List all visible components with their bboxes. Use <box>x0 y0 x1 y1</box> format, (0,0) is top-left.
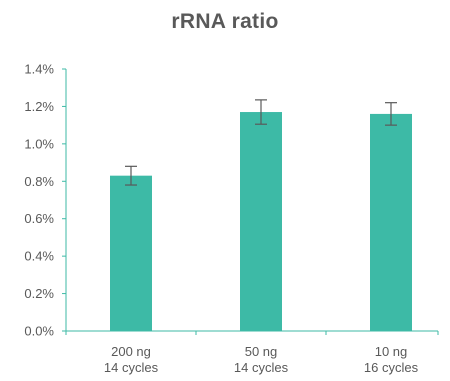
y-tick-label: 0.2% <box>24 286 54 301</box>
x-category-label: 14 cycles <box>104 360 159 375</box>
bar <box>110 175 152 331</box>
y-tick-label: 1.0% <box>24 136 54 151</box>
x-category-label: 16 cycles <box>364 360 419 375</box>
x-category-label: 14 cycles <box>234 360 289 375</box>
x-category-label: 200 ng <box>111 344 151 359</box>
y-tick-label: 0.0% <box>24 324 54 339</box>
y-tick-label: 1.4% <box>24 62 54 77</box>
y-tick-label: 0.8% <box>24 174 54 189</box>
chart-title: rRNA ratio <box>171 10 279 33</box>
bar <box>240 112 282 332</box>
bar <box>370 113 412 332</box>
x-category-label: 10 ng <box>375 344 408 359</box>
y-tick-label: 0.6% <box>24 211 54 226</box>
x-category-label: 50 ng <box>245 344 278 359</box>
y-tick-label: 1.2% <box>24 99 54 114</box>
y-tick-label: 0.4% <box>24 249 54 264</box>
